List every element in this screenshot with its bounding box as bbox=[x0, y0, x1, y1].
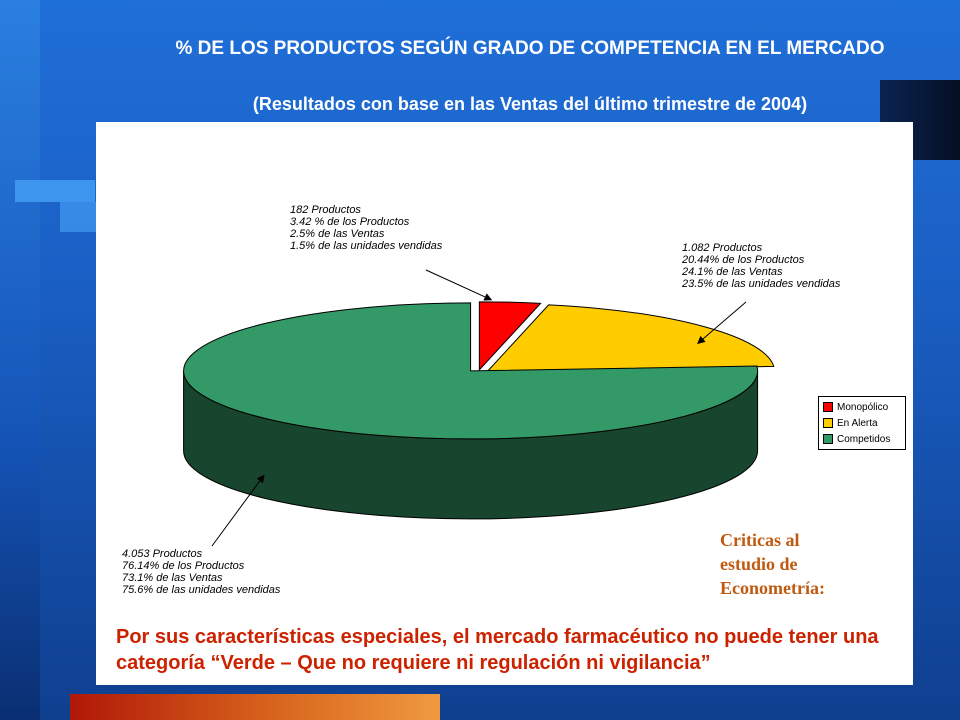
legend-label: Competidos bbox=[837, 433, 891, 445]
annotation-line: 75.6% de las unidades vendidas bbox=[122, 584, 281, 596]
annotation-line: 3.42 % de los Productos bbox=[290, 216, 410, 228]
annotation-line: 73.1% de las Ventas bbox=[122, 572, 223, 584]
slide-subtitle: (Resultados con base en las Ventas del ú… bbox=[252, 94, 808, 114]
annotation-line: 24.1% de las Ventas bbox=[682, 266, 783, 278]
annotation-line: 76.14% de los Productos bbox=[122, 560, 245, 572]
accent-bar bbox=[15, 180, 95, 202]
chart-legend: Monopólico En Alerta Competidos bbox=[818, 396, 906, 450]
critica-note: Criticas al estudio de Econometría: bbox=[720, 528, 825, 600]
pie-slice-enalerta bbox=[486, 304, 775, 372]
annotation-competidos: 4.053 Productos 76.14% de los Productos … bbox=[122, 548, 280, 596]
leader-line bbox=[211, 474, 265, 547]
legend-label: En Alerta bbox=[837, 417, 878, 429]
annotation-monopolico: 182 Productos 3.42 % de los Productos 2.… bbox=[290, 204, 442, 252]
annotation-en-alerta: 1.082 Productos 20.44% de los Productos … bbox=[682, 242, 840, 290]
annotation-line: 182 Productos bbox=[290, 204, 361, 216]
legend-swatch bbox=[823, 402, 833, 412]
legend-item-monopolico: Monopólico bbox=[823, 399, 901, 415]
accent-bar-secondary bbox=[60, 202, 100, 232]
chart-panel: 182 Productos 3.42 % de los Productos 2.… bbox=[96, 122, 913, 685]
slide-title: % DE LOS PRODUCTOS SEGÚN GRADO DE COMPET… bbox=[175, 38, 885, 59]
critica-line: Criticas al bbox=[720, 530, 800, 550]
annotation-line: 1.082 Productos bbox=[682, 242, 763, 254]
legend-label: Monopólico bbox=[837, 401, 889, 413]
annotation-line: 20.44% de los Productos bbox=[682, 254, 805, 266]
left-decorative-band bbox=[0, 0, 40, 720]
annotation-line: 1.5% de las unidades vendidas bbox=[290, 240, 443, 252]
legend-swatch bbox=[823, 418, 833, 428]
bottom-gradient-bar bbox=[70, 694, 440, 720]
leader-line bbox=[425, 269, 493, 301]
legend-swatch bbox=[823, 434, 833, 444]
critica-line: estudio de bbox=[720, 554, 798, 574]
pie-chart bbox=[183, 269, 775, 547]
pie-slice-competidos bbox=[183, 302, 759, 440]
leader-line bbox=[697, 301, 747, 345]
legend-item-competidos: Competidos bbox=[823, 431, 901, 447]
annotation-line: 4.053 Productos bbox=[122, 548, 203, 560]
conclusion-statement: Por sus características especiales, el m… bbox=[116, 626, 879, 674]
annotation-line: 23.5% de las unidades vendidas bbox=[682, 278, 841, 290]
pie-slice-monoplico bbox=[478, 301, 542, 372]
legend-item-en-alerta: En Alerta bbox=[823, 415, 901, 431]
critica-line: Econometría: bbox=[720, 578, 825, 598]
annotation-line: 2.5% de las Ventas bbox=[290, 228, 385, 240]
